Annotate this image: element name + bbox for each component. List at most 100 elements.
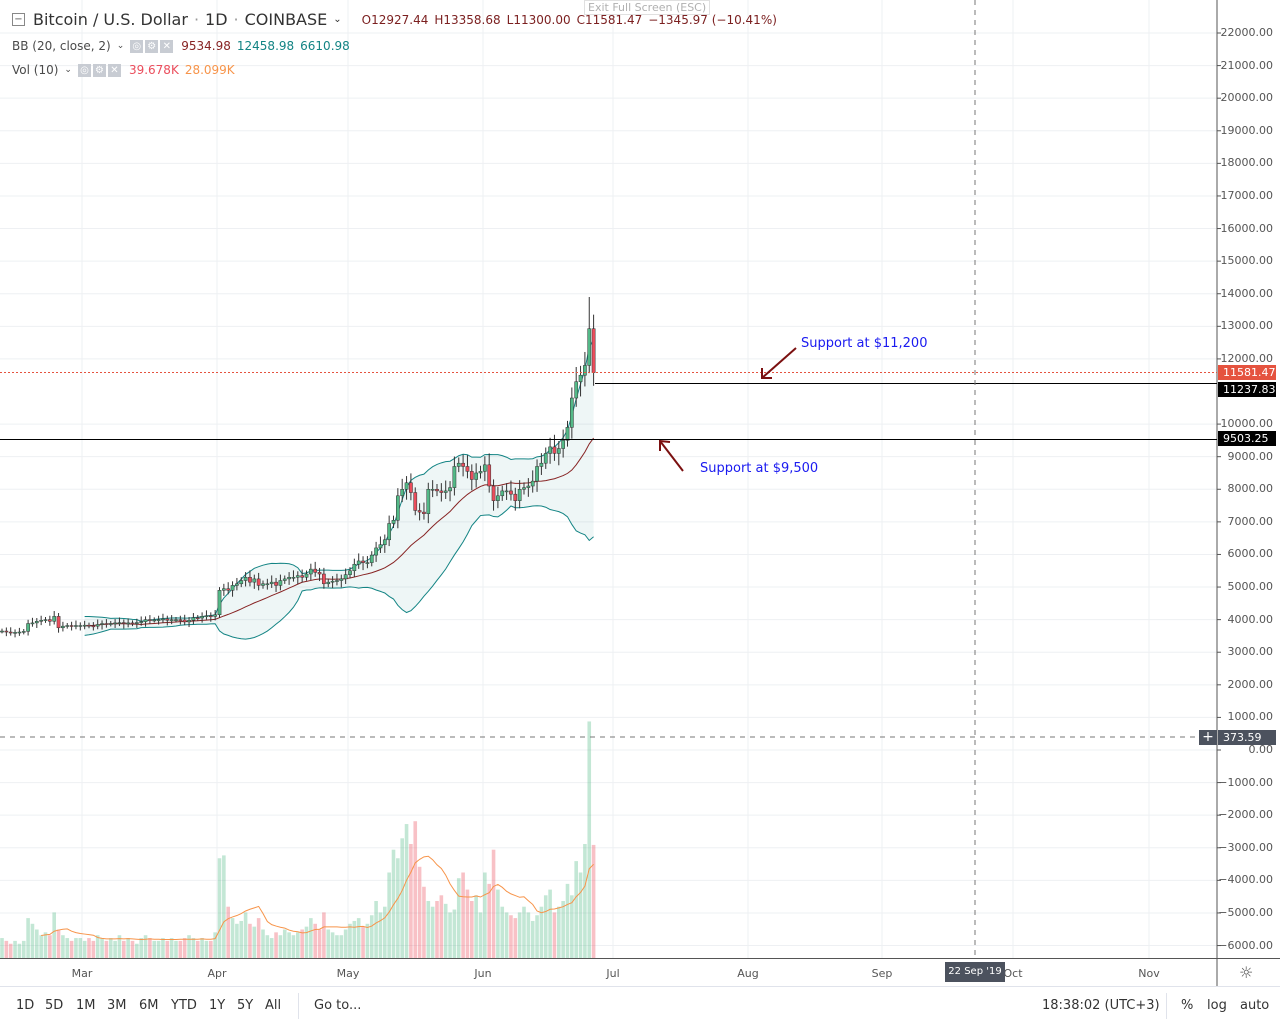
candle-body — [74, 625, 78, 627]
volume-bar — [222, 855, 226, 958]
volume-bar — [461, 872, 465, 958]
volume-bar — [61, 935, 65, 958]
bb-controls: ◎ ⚙ ✕ — [130, 38, 175, 53]
volume-bar — [217, 858, 222, 958]
volume-bar — [343, 929, 348, 958]
range-button-3m[interactable]: 3M — [107, 998, 127, 1013]
percent-toggle[interactable]: % — [1181, 998, 1194, 1013]
candle-body — [222, 588, 226, 591]
range-button-all[interactable]: All — [265, 998, 282, 1013]
candle-body — [291, 577, 296, 579]
collapse-icon[interactable]: − — [12, 13, 25, 26]
close-icon[interactable]: ✕ — [107, 64, 121, 77]
candle-body — [356, 560, 361, 565]
candle-body — [504, 490, 509, 493]
candle-body — [439, 490, 444, 493]
volume-bar — [191, 938, 196, 958]
vol-label[interactable]: Vol (10) — [12, 62, 59, 77]
interval: 1D — [205, 10, 228, 29]
candle-body — [326, 581, 331, 585]
volume-bar — [35, 929, 39, 958]
volume-bar — [304, 926, 309, 958]
volume-bar — [587, 721, 592, 958]
support-annotation-9500[interactable]: Support at $9,500 — [700, 461, 819, 476]
chevron-down-icon[interactable]: ⌄ — [116, 40, 125, 51]
candle-body — [121, 622, 126, 624]
range-button-6m[interactable]: 6M — [139, 998, 159, 1013]
range-button-5y[interactable]: 5Y — [237, 998, 254, 1013]
volume-bar — [82, 940, 87, 958]
time-axis-label: Jun — [474, 967, 492, 980]
log-toggle[interactable]: log — [1207, 998, 1227, 1013]
range-button-1y[interactable]: 1Y — [209, 998, 226, 1013]
price-axis-label: 3000.00 — [1227, 645, 1274, 659]
price-axis-label: −6000.00 — [1218, 938, 1273, 952]
goto-button[interactable]: Go to... — [314, 998, 362, 1013]
bottom-toolbar: 1D 5D 1M 3M 6M YTD 1Y 5Y All Go to... 18:38:02 (… — [0, 986, 1280, 1024]
volume-bar — [552, 912, 557, 958]
time-axis-label: Aug — [737, 967, 759, 980]
candle-body — [265, 583, 270, 586]
chevron-down-icon[interactable]: ⌄ — [64, 64, 72, 75]
eye-icon[interactable]: ◎ — [77, 64, 91, 77]
volume-bar — [361, 926, 365, 958]
candle-body — [535, 466, 539, 482]
plus-icon[interactable]: + — [1199, 730, 1217, 745]
candle-body — [417, 510, 422, 513]
chevron-down-icon[interactable]: ⌄ — [333, 14, 342, 25]
gear-icon[interactable]: ⚙ — [92, 64, 106, 77]
candle-body — [452, 466, 457, 488]
volume-bar — [248, 923, 252, 958]
volume-bar — [313, 923, 317, 958]
settings-sun-icon[interactable]: ☼ — [1239, 963, 1254, 982]
candle-body — [34, 621, 39, 624]
candle-body — [191, 617, 196, 621]
close-icon[interactable]: ✕ — [160, 40, 174, 53]
bb-upper-line — [84, 339, 595, 622]
candle-body — [165, 618, 170, 621]
candle-body — [469, 471, 474, 480]
volume-bar — [535, 915, 539, 958]
clock-time[interactable]: 18:38:02 (UTC+3) — [1042, 998, 1160, 1013]
candle-body — [252, 578, 257, 583]
price-axis-label: 2000.00 — [1227, 677, 1274, 691]
price-axis-label: 13000.00 — [1220, 319, 1274, 333]
candle-body — [135, 622, 139, 624]
volume-bar — [439, 895, 444, 958]
volume-bar — [591, 844, 596, 958]
candle-body — [278, 580, 283, 586]
range-button-5d[interactable]: 5D — [45, 998, 64, 1013]
candle-body — [213, 614, 218, 617]
candle-body — [52, 616, 57, 622]
price-axis-label: 20000.00 — [1220, 91, 1274, 105]
price-axis-label: 1000.00 — [1227, 710, 1274, 724]
candle-body — [4, 630, 9, 633]
change-value: −1345.97 (−10.41%) — [648, 12, 777, 27]
symbol-title[interactable]: Bitcoin / U.S. Dollar — [33, 10, 188, 29]
candle-body — [343, 574, 348, 580]
candle-body — [543, 453, 548, 464]
price-axis-label: 7000.00 — [1227, 514, 1274, 528]
range-button-1d[interactable]: 1D — [16, 998, 35, 1013]
volume-bar — [530, 920, 535, 958]
bb-label[interactable]: BB (20, close, 2) — [12, 38, 111, 53]
auto-toggle[interactable]: auto — [1240, 998, 1270, 1013]
volume-bar — [565, 883, 570, 958]
gear-icon[interactable]: ⚙ — [145, 40, 159, 53]
volume-bar — [274, 932, 278, 958]
support-annotation-11200[interactable]: Support at $11,200 — [801, 336, 928, 351]
support-line-tag: 11237.83 — [1218, 382, 1276, 397]
candle-body — [117, 622, 122, 624]
volume-bar — [309, 918, 313, 958]
volume-bar — [300, 929, 304, 958]
candle-body — [539, 462, 544, 467]
range-button-ytd[interactable]: YTD — [171, 998, 197, 1013]
exit-fullscreen-button[interactable]: Exit Full Screen (ESC) — [584, 0, 711, 15]
price-axis-label: 12000.00 — [1220, 351, 1274, 365]
volume-bar — [387, 872, 391, 958]
range-button-1m[interactable]: 1M — [76, 998, 96, 1013]
candle-body — [348, 570, 352, 575]
eye-icon[interactable]: ◎ — [130, 40, 144, 53]
price-axis-label: −5000.00 — [1218, 905, 1273, 919]
